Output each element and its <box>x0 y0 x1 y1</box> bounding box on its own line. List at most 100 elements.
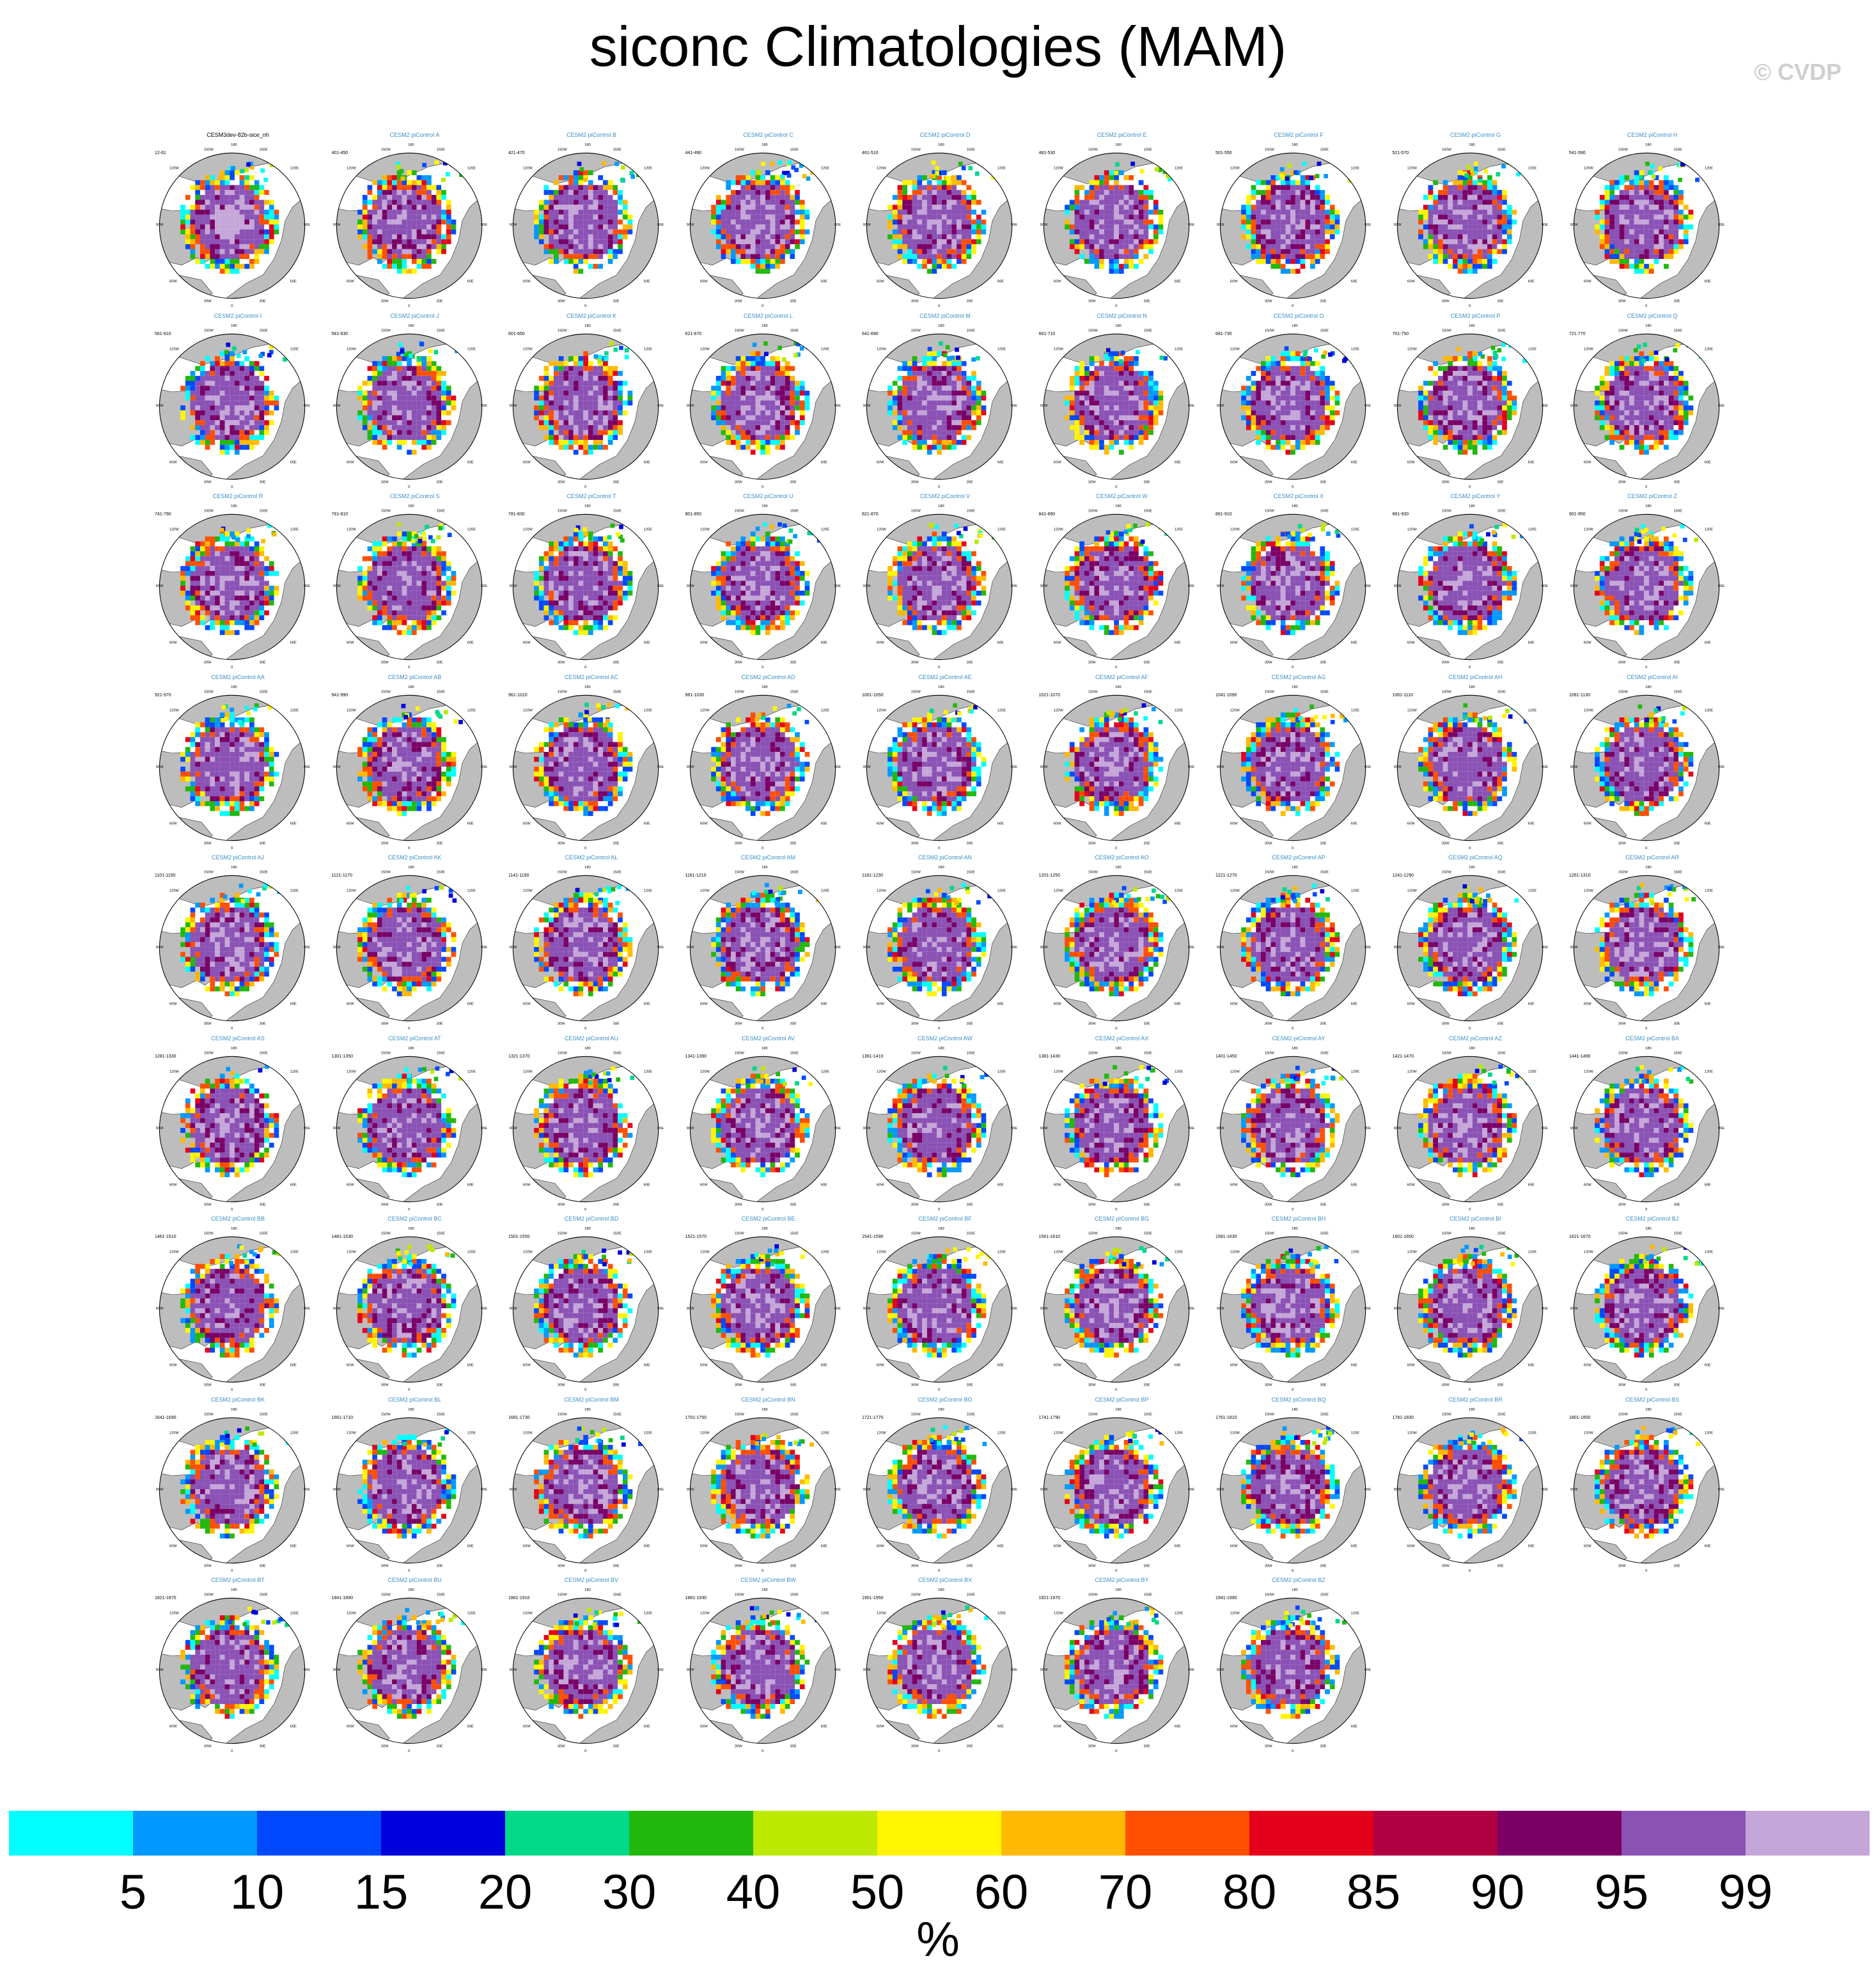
lon-label: 30E <box>1143 1383 1150 1387</box>
lon-label: 90W <box>1040 1668 1047 1672</box>
lon-label: 30W <box>1618 1203 1626 1207</box>
map-panel: CESM2 piControl K 601-650 180 150W 150E 120W 1… <box>503 313 680 495</box>
lon-label: 120W <box>169 1250 180 1254</box>
lon-label: 30E <box>259 661 265 664</box>
lon-label: 0 <box>584 1208 586 1212</box>
lon-label: 180 <box>1115 1046 1122 1050</box>
lon-label: 180 <box>584 324 591 327</box>
lon-label: 30E <box>790 1022 796 1026</box>
panel-years: 1541-1590 <box>862 1235 883 1239</box>
lon-label: 0 <box>1292 1388 1294 1392</box>
lon-label: 60W <box>1584 822 1591 825</box>
polar-map: 180 150W 150E 120W 120E 90W 90E 60W 60E 30W 30E 0 <box>1393 143 1548 308</box>
panel-years: 1741-1790 <box>1039 1416 1060 1420</box>
lon-label: 90W <box>686 1488 694 1492</box>
map-panel: CESM2 piControl BS 1801-1850 180 150W 150E 12… <box>1564 1396 1740 1579</box>
polar-map: 180 150W 150E 120W 120E 90W 90E 60W 60E 30W 30E 0 <box>1217 1046 1372 1211</box>
lon-label: 120E <box>820 347 829 351</box>
polar-map: 180 150W 150E 120W 120E 90W 90E 60W 60E 30W 30E 0 <box>686 866 841 1031</box>
polar-map: 180 150W 150E 120W 120E 90W 90E 60W 60E 30W 30E 0 <box>686 504 841 669</box>
lon-label: 60W <box>1230 1003 1238 1006</box>
lon-label: 0 <box>408 847 410 850</box>
panel-title: CESM2 piControl B <box>503 132 680 138</box>
lon-label: 0 <box>584 666 586 669</box>
lon-label: 90E <box>1541 404 1547 408</box>
polar-map: 180 150W 150E 120W 120E 90W 90E 60W 60E 30W 30E 0 <box>1217 504 1372 669</box>
lon-label: 90W <box>156 1668 164 1672</box>
lon-label: 150W <box>380 1593 391 1597</box>
lon-label: 90W <box>156 946 164 950</box>
lon-label: 120E <box>820 1611 829 1615</box>
colorbar-swatch <box>381 1811 506 1856</box>
lon-label: 30E <box>1143 299 1150 303</box>
panel-years: 801-850 <box>685 512 702 517</box>
lon-label: 90W <box>686 1307 694 1311</box>
panel-years: 1941-1990 <box>1215 1596 1237 1600</box>
lon-label: 90E <box>1011 584 1017 588</box>
lon-label: 30W <box>558 661 565 664</box>
lon-label: 150E <box>966 1231 975 1235</box>
map-panel: CESM2 piControl L 621-670 180 150W 150E 120W 1… <box>680 313 857 495</box>
lon-label: 90W <box>510 1488 517 1492</box>
panel-years: 1301-1350 <box>332 1054 353 1059</box>
panel-years: 781-830 <box>508 512 525 517</box>
lon-label: 90E <box>1364 765 1371 769</box>
lon-label: 30E <box>1673 661 1680 664</box>
lon-label: 30E <box>259 480 265 484</box>
lon-label: 150E <box>1497 1412 1506 1416</box>
lon-label: 0 <box>762 304 763 308</box>
lon-label: 60E <box>290 1003 297 1006</box>
lon-label: 120W <box>1230 528 1240 531</box>
lon-label: 30E <box>1320 1383 1326 1387</box>
lon-label: 150W <box>734 329 744 332</box>
lon-label: 60W <box>1407 280 1414 284</box>
lon-label: 120W <box>523 528 533 531</box>
lon-label: 90W <box>332 1488 340 1492</box>
lon-label: 180 <box>1292 504 1298 508</box>
panel-years: 701-750 <box>1393 332 1409 336</box>
colorbar-tick-label: 60 <box>974 1864 1029 1920</box>
lon-label: 0 <box>1115 1749 1117 1753</box>
colorbar-tick-label: 85 <box>1347 1864 1401 1920</box>
lon-label: 0 <box>408 1208 410 1212</box>
lon-label: 120E <box>997 1611 1006 1615</box>
lon-label: 180 <box>584 866 591 870</box>
lon-label: 120E <box>290 708 299 712</box>
lon-label: 90W <box>1217 1127 1224 1130</box>
lon-label: 90E <box>480 1307 487 1311</box>
map-panel: CESM2 piControl BI 1601-1650 180 150W 150E 12… <box>1387 1216 1564 1398</box>
lon-label: 180 <box>1115 1588 1122 1592</box>
lon-label: 90E <box>1187 1127 1194 1130</box>
lon-label: 150W <box>380 329 391 332</box>
panel-title: CESM2 piControl I <box>150 313 326 319</box>
panel-title: CESM2 piControl Z <box>1564 493 1740 499</box>
lon-label: 60E <box>820 1364 827 1368</box>
lon-label: 90W <box>156 1307 164 1311</box>
lon-label: 90W <box>1217 1488 1224 1492</box>
map-panel: CESM2 piControl BP 1741-1790 180 150W 150E 12… <box>1034 1396 1210 1579</box>
polar-map: 180 150W 150E 120W 120E 90W 90E 60W 60E 30W 30E 0 <box>1217 685 1372 850</box>
map-panel: CESM2 piControl V 821-870 180 150W 150E 120W 1… <box>857 493 1033 675</box>
lon-label: 30E <box>259 1383 265 1387</box>
lon-label: 30E <box>966 480 973 484</box>
lon-label: 180 <box>584 1046 591 1050</box>
lon-label: 60E <box>1528 280 1534 284</box>
lon-label: 90E <box>1187 223 1194 227</box>
lon-label: 150W <box>558 1593 568 1597</box>
lon-label: 150E <box>436 870 445 874</box>
panel-title: CESM2 piControl BE <box>680 1216 857 1222</box>
panel-years: 601-650 <box>508 332 525 336</box>
lon-label: 150W <box>380 509 391 513</box>
panel-title: CESM2 piControl AX <box>1034 1035 1210 1042</box>
lon-label: 90E <box>1364 1307 1371 1311</box>
panel-years: 1041-1090 <box>1215 693 1237 698</box>
panel-years: 1921-1970 <box>1039 1596 1060 1600</box>
lon-label: 120E <box>1705 528 1714 531</box>
lon-label: 60W <box>877 822 884 825</box>
lon-label: 120W <box>523 1070 533 1074</box>
lon-label: 180 <box>1292 143 1298 147</box>
lon-label: 180 <box>1469 1227 1475 1231</box>
lon-label: 60E <box>644 280 650 284</box>
lon-label: 150W <box>1265 509 1275 513</box>
colorbar-swatch <box>1373 1811 1498 1856</box>
